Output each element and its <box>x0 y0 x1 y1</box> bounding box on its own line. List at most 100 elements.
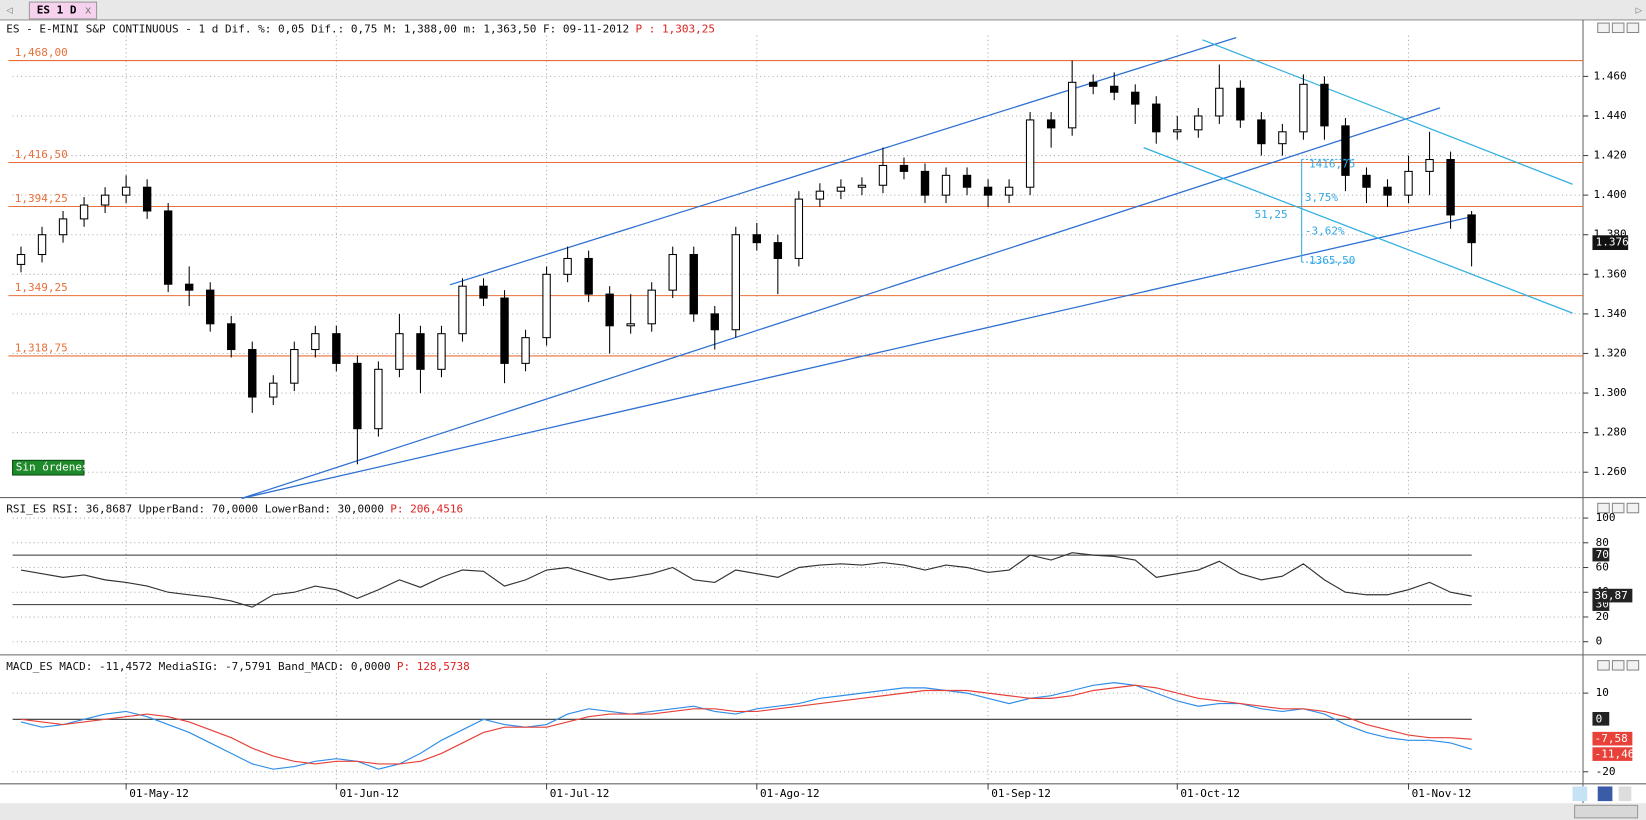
price-level-label: 1,394,25 <box>15 192 68 205</box>
y-tick-label: 1.400 <box>1594 188 1627 201</box>
header-text: RSI_ES RSI: 36,8687 UpperBand: 70,0000 L… <box>6 503 384 516</box>
candle-body <box>16 253 26 265</box>
y-tick-label: 10 <box>1596 686 1609 699</box>
candle-body <box>1088 81 1098 87</box>
candle-body <box>731 234 740 331</box>
last-value-box <box>1592 731 1633 746</box>
price-level-label: 1,468,00 <box>15 46 68 59</box>
y-tick-label: 80 <box>1596 536 1609 549</box>
last-price-box <box>1592 235 1629 250</box>
annotation-text: 1365,50 <box>1309 254 1355 267</box>
window-button[interactable] <box>1597 660 1610 671</box>
last-value-box <box>1592 588 1633 603</box>
candle-body <box>1067 81 1077 129</box>
candle-body <box>689 253 698 315</box>
window-button[interactable] <box>1626 22 1640 34</box>
annotation-text: -3,62% <box>1305 225 1345 238</box>
y-tick-label: 0 <box>1596 635 1603 648</box>
band-label: 70 <box>1596 548 1609 561</box>
candle-body <box>100 194 110 206</box>
candle-body <box>227 323 236 351</box>
candle-body <box>58 218 68 236</box>
candle-body <box>500 297 509 364</box>
candle-body <box>962 174 972 188</box>
band-box <box>1592 711 1610 726</box>
price-level-label: 1,318,75 <box>15 342 68 355</box>
candle-body <box>899 164 909 172</box>
date-label: 01-Nov-12 <box>1412 787 1472 800</box>
candle-body <box>395 333 404 370</box>
y-tick-label: 1.420 <box>1594 149 1627 162</box>
candle-body <box>79 204 89 220</box>
date-label: 01-Ago-12 <box>760 787 820 800</box>
candle-body <box>605 293 614 327</box>
window-button[interactable] <box>1626 502 1640 514</box>
candle-body <box>184 283 194 291</box>
header-price: P: 128,5738 <box>397 660 470 673</box>
candle-body <box>1131 91 1140 105</box>
tab-scroll-left[interactable]: ◁ <box>6 3 13 16</box>
status-bar <box>0 803 1646 820</box>
y-tick-label: -20 <box>1596 765 1616 778</box>
orders-button[interactable] <box>12 459 85 476</box>
candle-body <box>1004 186 1014 196</box>
tab-scroll-right[interactable]: ▷ <box>1636 3 1643 16</box>
tab[interactable] <box>28 1 98 20</box>
tab-label: ES 1 D <box>37 3 77 16</box>
window-button[interactable] <box>1611 660 1625 671</box>
candle-body <box>1467 214 1476 244</box>
date-label: 01-May-12 <box>129 787 189 800</box>
candle-body <box>248 348 257 398</box>
candle-body <box>1257 119 1266 145</box>
date-label: 01-Jul-12 <box>550 787 610 800</box>
window-button[interactable] <box>1611 502 1625 514</box>
last-value-box <box>1592 747 1633 761</box>
candle-body <box>374 368 383 430</box>
candle-body <box>542 273 551 339</box>
annotation-text: 3,75% <box>1305 191 1339 204</box>
candle-body <box>752 234 762 244</box>
candle-body <box>37 234 47 256</box>
candle-body <box>1278 131 1287 145</box>
tool-icon[interactable] <box>1572 786 1588 802</box>
tab-bar <box>0 0 1646 20</box>
tab-close[interactable]: x <box>85 3 92 16</box>
candle-body <box>647 289 656 325</box>
save-icon[interactable] <box>1597 786 1613 802</box>
candle-body <box>1404 170 1413 196</box>
window-button[interactable] <box>1611 22 1625 34</box>
band-box <box>1592 547 1610 562</box>
trendline <box>241 215 1476 499</box>
header-price: P : 1,303,25 <box>635 22 715 35</box>
candle-body <box>416 333 425 370</box>
candle-body <box>121 186 131 196</box>
window-button[interactable] <box>1597 502 1610 514</box>
scrollbar[interactable] <box>1574 804 1639 819</box>
candle-body <box>1236 87 1245 121</box>
candle-body <box>1446 158 1455 216</box>
candle-body <box>626 323 635 327</box>
y-tick-label: 20 <box>1596 610 1609 623</box>
indicator-line <box>20 552 1472 608</box>
candle-body <box>269 382 278 398</box>
candle-body <box>1173 129 1182 133</box>
band-label: 0 <box>1596 712 1603 725</box>
y-tick-label: 1.300 <box>1594 386 1627 399</box>
last-value-label: -11,46 <box>1595 748 1635 761</box>
candle-body <box>1110 85 1119 93</box>
candle-body <box>1152 103 1161 133</box>
orders-button-label: Sin órdenes <box>16 461 89 474</box>
candle-body <box>584 257 593 295</box>
window-button[interactable] <box>1597 22 1610 34</box>
annotation-text: 1416,75 <box>1309 158 1355 171</box>
candle-body <box>710 313 719 331</box>
menu-icon[interactable] <box>1618 786 1632 802</box>
y-tick-label: 1.440 <box>1594 109 1627 122</box>
window-button[interactable] <box>1626 660 1640 671</box>
candle-body <box>479 285 488 299</box>
candle-body <box>794 198 804 260</box>
candle-body <box>941 174 951 196</box>
